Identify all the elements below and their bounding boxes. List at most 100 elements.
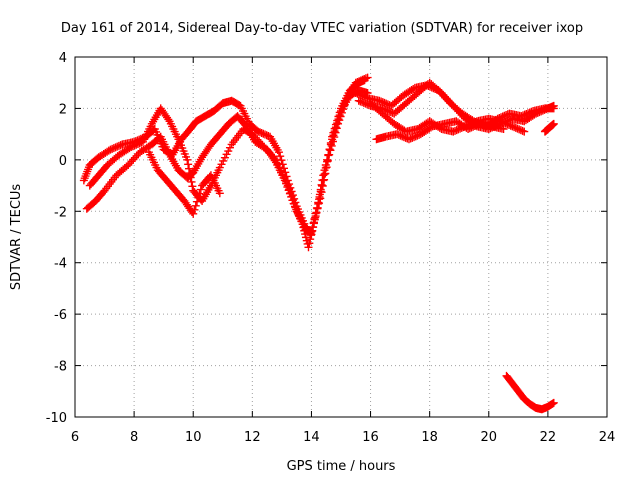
data-point	[518, 126, 527, 135]
data-point	[111, 143, 120, 152]
data-point	[311, 213, 320, 222]
data-point	[332, 124, 341, 133]
data-point	[520, 127, 529, 136]
data-point	[313, 203, 322, 212]
data-point	[449, 101, 458, 110]
data-point	[449, 127, 458, 136]
data-point	[465, 124, 474, 133]
data-point	[164, 115, 173, 124]
data-point	[516, 126, 525, 135]
data-point	[356, 76, 365, 85]
data-point	[185, 169, 194, 178]
data-point	[406, 134, 415, 143]
data-point	[363, 73, 372, 82]
data-point	[183, 155, 192, 164]
x-tick-label: 20	[481, 430, 498, 445]
data-point	[535, 108, 544, 117]
data-point	[190, 205, 199, 214]
data-point	[256, 139, 265, 148]
data-point	[472, 121, 481, 130]
data-point	[440, 92, 449, 101]
data-point	[312, 208, 321, 217]
data-point	[291, 203, 300, 212]
data-point	[496, 117, 505, 126]
data-point	[268, 152, 277, 161]
data-point	[287, 192, 296, 201]
data-point	[331, 128, 340, 137]
data-point	[538, 106, 547, 115]
data-point	[356, 97, 365, 106]
data-point	[467, 123, 476, 132]
series-track-9	[540, 119, 558, 136]
data-point	[260, 143, 269, 151]
data-point	[274, 148, 283, 157]
data-point	[415, 130, 424, 139]
data-point	[508, 122, 517, 131]
data-point	[533, 108, 542, 117]
data-point	[106, 145, 115, 154]
x-tick-label: 10	[185, 430, 202, 445]
data-point	[323, 156, 332, 165]
chart-title: Day 161 of 2014, Sidereal Day-to-day VTE…	[61, 21, 583, 36]
y-tick-label: -4	[54, 257, 67, 272]
series-track-4	[144, 148, 224, 218]
y-tick-label: -10	[46, 411, 67, 426]
data-point	[399, 133, 408, 142]
data-point	[315, 199, 324, 208]
data-point	[261, 130, 269, 139]
data-point	[132, 140, 141, 149]
data-point	[104, 146, 113, 155]
data-point	[334, 119, 343, 128]
y-axis-label: SDTVAR / TECUs	[9, 184, 24, 291]
data-point	[354, 96, 363, 105]
data-point	[341, 97, 350, 106]
y-tick-label: 4	[59, 51, 67, 66]
data-point	[258, 141, 267, 150]
data-point	[340, 101, 349, 110]
data-point	[398, 132, 407, 141]
data-point	[125, 144, 134, 153]
data-point	[537, 107, 546, 116]
data-point	[188, 182, 197, 191]
x-tick-label: 8	[130, 430, 138, 445]
data-point	[127, 143, 136, 151]
x-tick-label: 24	[599, 430, 616, 445]
data-point	[108, 144, 117, 153]
series-track-8	[372, 117, 508, 144]
data-point	[189, 209, 198, 218]
x-tick-label: 16	[362, 430, 379, 445]
data-point	[285, 185, 294, 194]
data-point	[326, 146, 335, 155]
data-point	[355, 77, 364, 86]
x-tick-label: 6	[71, 430, 79, 445]
data-point	[309, 218, 318, 227]
data-point	[451, 126, 459, 135]
data-point	[532, 109, 541, 118]
data-point	[283, 181, 292, 190]
data-point	[396, 131, 405, 140]
data-point	[445, 98, 454, 107]
data-point	[257, 129, 266, 138]
data-point	[454, 125, 463, 134]
data-point	[270, 154, 279, 163]
data-point	[277, 166, 286, 175]
data-point	[549, 398, 558, 407]
data-point	[128, 142, 137, 151]
y-tick-label: -6	[54, 308, 67, 323]
data-point	[308, 223, 317, 232]
data-point	[388, 108, 397, 117]
data-point	[339, 105, 348, 114]
y-tick-label: -2	[54, 205, 67, 220]
data-point	[250, 131, 259, 140]
data-point	[511, 123, 520, 132]
data-point	[447, 100, 456, 109]
data-point	[194, 193, 203, 202]
data-point	[286, 188, 295, 197]
data-point	[280, 174, 289, 183]
x-tick-label: 14	[303, 430, 320, 445]
data-point	[470, 122, 479, 131]
series-track-3	[85, 73, 372, 236]
data-point	[325, 150, 334, 159]
x-tick-label: 18	[421, 430, 438, 445]
data-point	[304, 243, 313, 252]
